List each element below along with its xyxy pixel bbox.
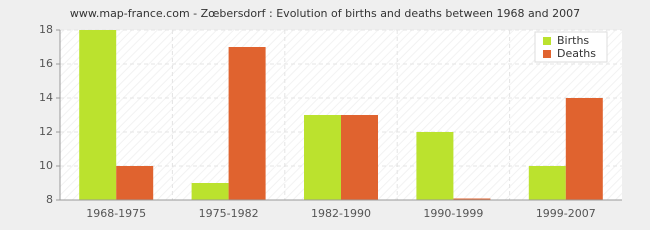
x-tick-label: 1990-1999 bbox=[423, 207, 483, 220]
bar bbox=[453, 198, 491, 200]
legend-label: Births bbox=[557, 34, 589, 47]
y-tick-label: 14 bbox=[39, 91, 53, 104]
bar bbox=[341, 115, 378, 200]
x-tick-label: 1999-2007 bbox=[536, 207, 596, 220]
bar bbox=[565, 98, 603, 200]
bar bbox=[116, 166, 154, 200]
x-tick-label: 1982-1990 bbox=[311, 207, 371, 220]
y-tick-label: 10 bbox=[39, 159, 53, 172]
bar bbox=[191, 183, 229, 200]
chart-title: www.map-france.com - Zœbersdorf : Evolut… bbox=[70, 7, 580, 20]
y-tick-label: 16 bbox=[39, 57, 53, 70]
bar bbox=[79, 30, 117, 200]
y-tick-label: 18 bbox=[39, 23, 53, 36]
legend-swatch bbox=[543, 37, 551, 45]
bar bbox=[416, 132, 454, 200]
y-tick-label: 8 bbox=[46, 193, 53, 206]
bar bbox=[304, 115, 341, 200]
bar bbox=[228, 47, 266, 200]
chart: www.map-france.com - Zœbersdorf : Evolut… bbox=[0, 0, 650, 230]
legend-swatch bbox=[543, 50, 551, 58]
y-tick-label: 12 bbox=[39, 125, 53, 138]
x-tick-label: 1968-1975 bbox=[86, 207, 146, 220]
legend-label: Deaths bbox=[557, 47, 596, 60]
x-tick-label: 1975-1982 bbox=[199, 207, 259, 220]
bar bbox=[528, 166, 566, 200]
